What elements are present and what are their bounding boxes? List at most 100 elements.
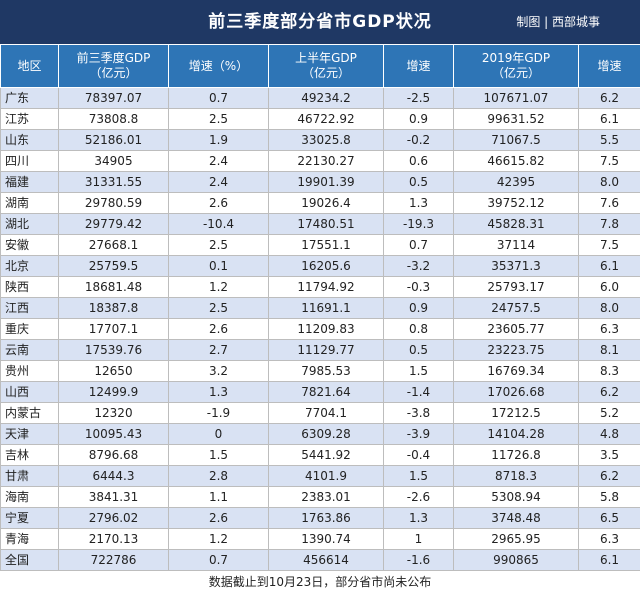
value-cell: 2796.02 (59, 508, 169, 529)
value-cell: 5441.92 (269, 445, 384, 466)
value-cell: 23223.75 (454, 340, 579, 361)
value-cell: 46615.82 (454, 151, 579, 172)
value-cell: 8.3 (579, 361, 640, 382)
value-cell: 11691.1 (269, 298, 384, 319)
value-cell: 0.5 (384, 340, 454, 361)
value-cell: -1.9 (169, 403, 269, 424)
value-cell: 52186.01 (59, 130, 169, 151)
value-cell: 5.2 (579, 403, 640, 424)
value-cell: 2.6 (169, 193, 269, 214)
value-cell: 2.7 (169, 340, 269, 361)
value-cell: 6.2 (579, 382, 640, 403)
value-cell: 6.3 (579, 529, 640, 550)
value-cell: 16769.34 (454, 361, 579, 382)
value-cell: 990865 (454, 550, 579, 571)
value-cell: 1390.74 (269, 529, 384, 550)
value-cell: 3841.31 (59, 487, 169, 508)
value-cell: 12499.9 (59, 382, 169, 403)
region-cell: 贵州 (1, 361, 59, 382)
value-cell: -0.4 (384, 445, 454, 466)
value-cell: -19.3 (384, 214, 454, 235)
region-cell: 江苏 (1, 109, 59, 130)
region-cell: 内蒙古 (1, 403, 59, 424)
value-cell: 35371.3 (454, 256, 579, 277)
value-cell: 0.9 (384, 109, 454, 130)
region-cell: 四川 (1, 151, 59, 172)
value-cell: 0.6 (384, 151, 454, 172)
value-cell: 7.6 (579, 193, 640, 214)
value-cell: 0.8 (384, 319, 454, 340)
value-cell: 1.5 (384, 361, 454, 382)
value-cell: 6444.3 (59, 466, 169, 487)
value-cell: 1 (384, 529, 454, 550)
col-header-q3-growth: 增速（%） (169, 45, 269, 88)
value-cell: 6.1 (579, 109, 640, 130)
value-cell: 6.1 (579, 550, 640, 571)
value-cell: 17707.1 (59, 319, 169, 340)
value-cell: 42395 (454, 172, 579, 193)
value-cell: 22130.27 (269, 151, 384, 172)
value-cell: 18681.48 (59, 277, 169, 298)
value-cell: 71067.5 (454, 130, 579, 151)
region-cell: 宁夏 (1, 508, 59, 529)
value-cell: 6.1 (579, 256, 640, 277)
value-cell: 0 (169, 424, 269, 445)
value-cell: 25759.5 (59, 256, 169, 277)
value-cell: 6.5 (579, 508, 640, 529)
value-cell: 31331.55 (59, 172, 169, 193)
value-cell: -3.2 (384, 256, 454, 277)
value-cell: 24757.5 (454, 298, 579, 319)
region-cell: 北京 (1, 256, 59, 277)
value-cell: 78397.07 (59, 88, 169, 109)
value-cell: -1.4 (384, 382, 454, 403)
value-cell: 29779.42 (59, 214, 169, 235)
region-cell: 吉林 (1, 445, 59, 466)
value-cell: -0.2 (384, 130, 454, 151)
region-cell: 安徽 (1, 235, 59, 256)
value-cell: 1.3 (384, 193, 454, 214)
region-cell: 山西 (1, 382, 59, 403)
value-cell: 12650 (59, 361, 169, 382)
value-cell: 1.1 (169, 487, 269, 508)
value-cell: 27668.1 (59, 235, 169, 256)
title-bar: 前三季度部分省市GDP状况 制图 | 西部城事 (0, 0, 640, 44)
value-cell: 1763.86 (269, 508, 384, 529)
value-cell: 11209.83 (269, 319, 384, 340)
value-cell: 45828.31 (454, 214, 579, 235)
gdp-table: 地区 前三季度GDP（亿元） 增速（%） 上半年GDP（亿元） 增速 2019年… (0, 44, 640, 571)
value-cell: 11794.92 (269, 277, 384, 298)
value-cell: 0.1 (169, 256, 269, 277)
value-cell: 25793.17 (454, 277, 579, 298)
value-cell: 2.8 (169, 466, 269, 487)
value-cell: 2.4 (169, 172, 269, 193)
value-cell: 4101.9 (269, 466, 384, 487)
value-cell: 7704.1 (269, 403, 384, 424)
col-header-region: 地区 (1, 45, 59, 88)
region-cell: 湖北 (1, 214, 59, 235)
region-cell: 海南 (1, 487, 59, 508)
value-cell: 7.5 (579, 151, 640, 172)
value-cell: 0.7 (384, 235, 454, 256)
value-cell: 5.5 (579, 130, 640, 151)
value-cell: 12320 (59, 403, 169, 424)
value-cell: 14104.28 (454, 424, 579, 445)
value-cell: 23605.77 (454, 319, 579, 340)
value-cell: 2383.01 (269, 487, 384, 508)
region-cell: 山东 (1, 130, 59, 151)
value-cell: 8796.68 (59, 445, 169, 466)
value-cell: 1.3 (169, 382, 269, 403)
value-cell: -2.5 (384, 88, 454, 109)
value-cell: 2965.95 (454, 529, 579, 550)
value-cell: 6309.28 (269, 424, 384, 445)
value-cell: 18387.8 (59, 298, 169, 319)
